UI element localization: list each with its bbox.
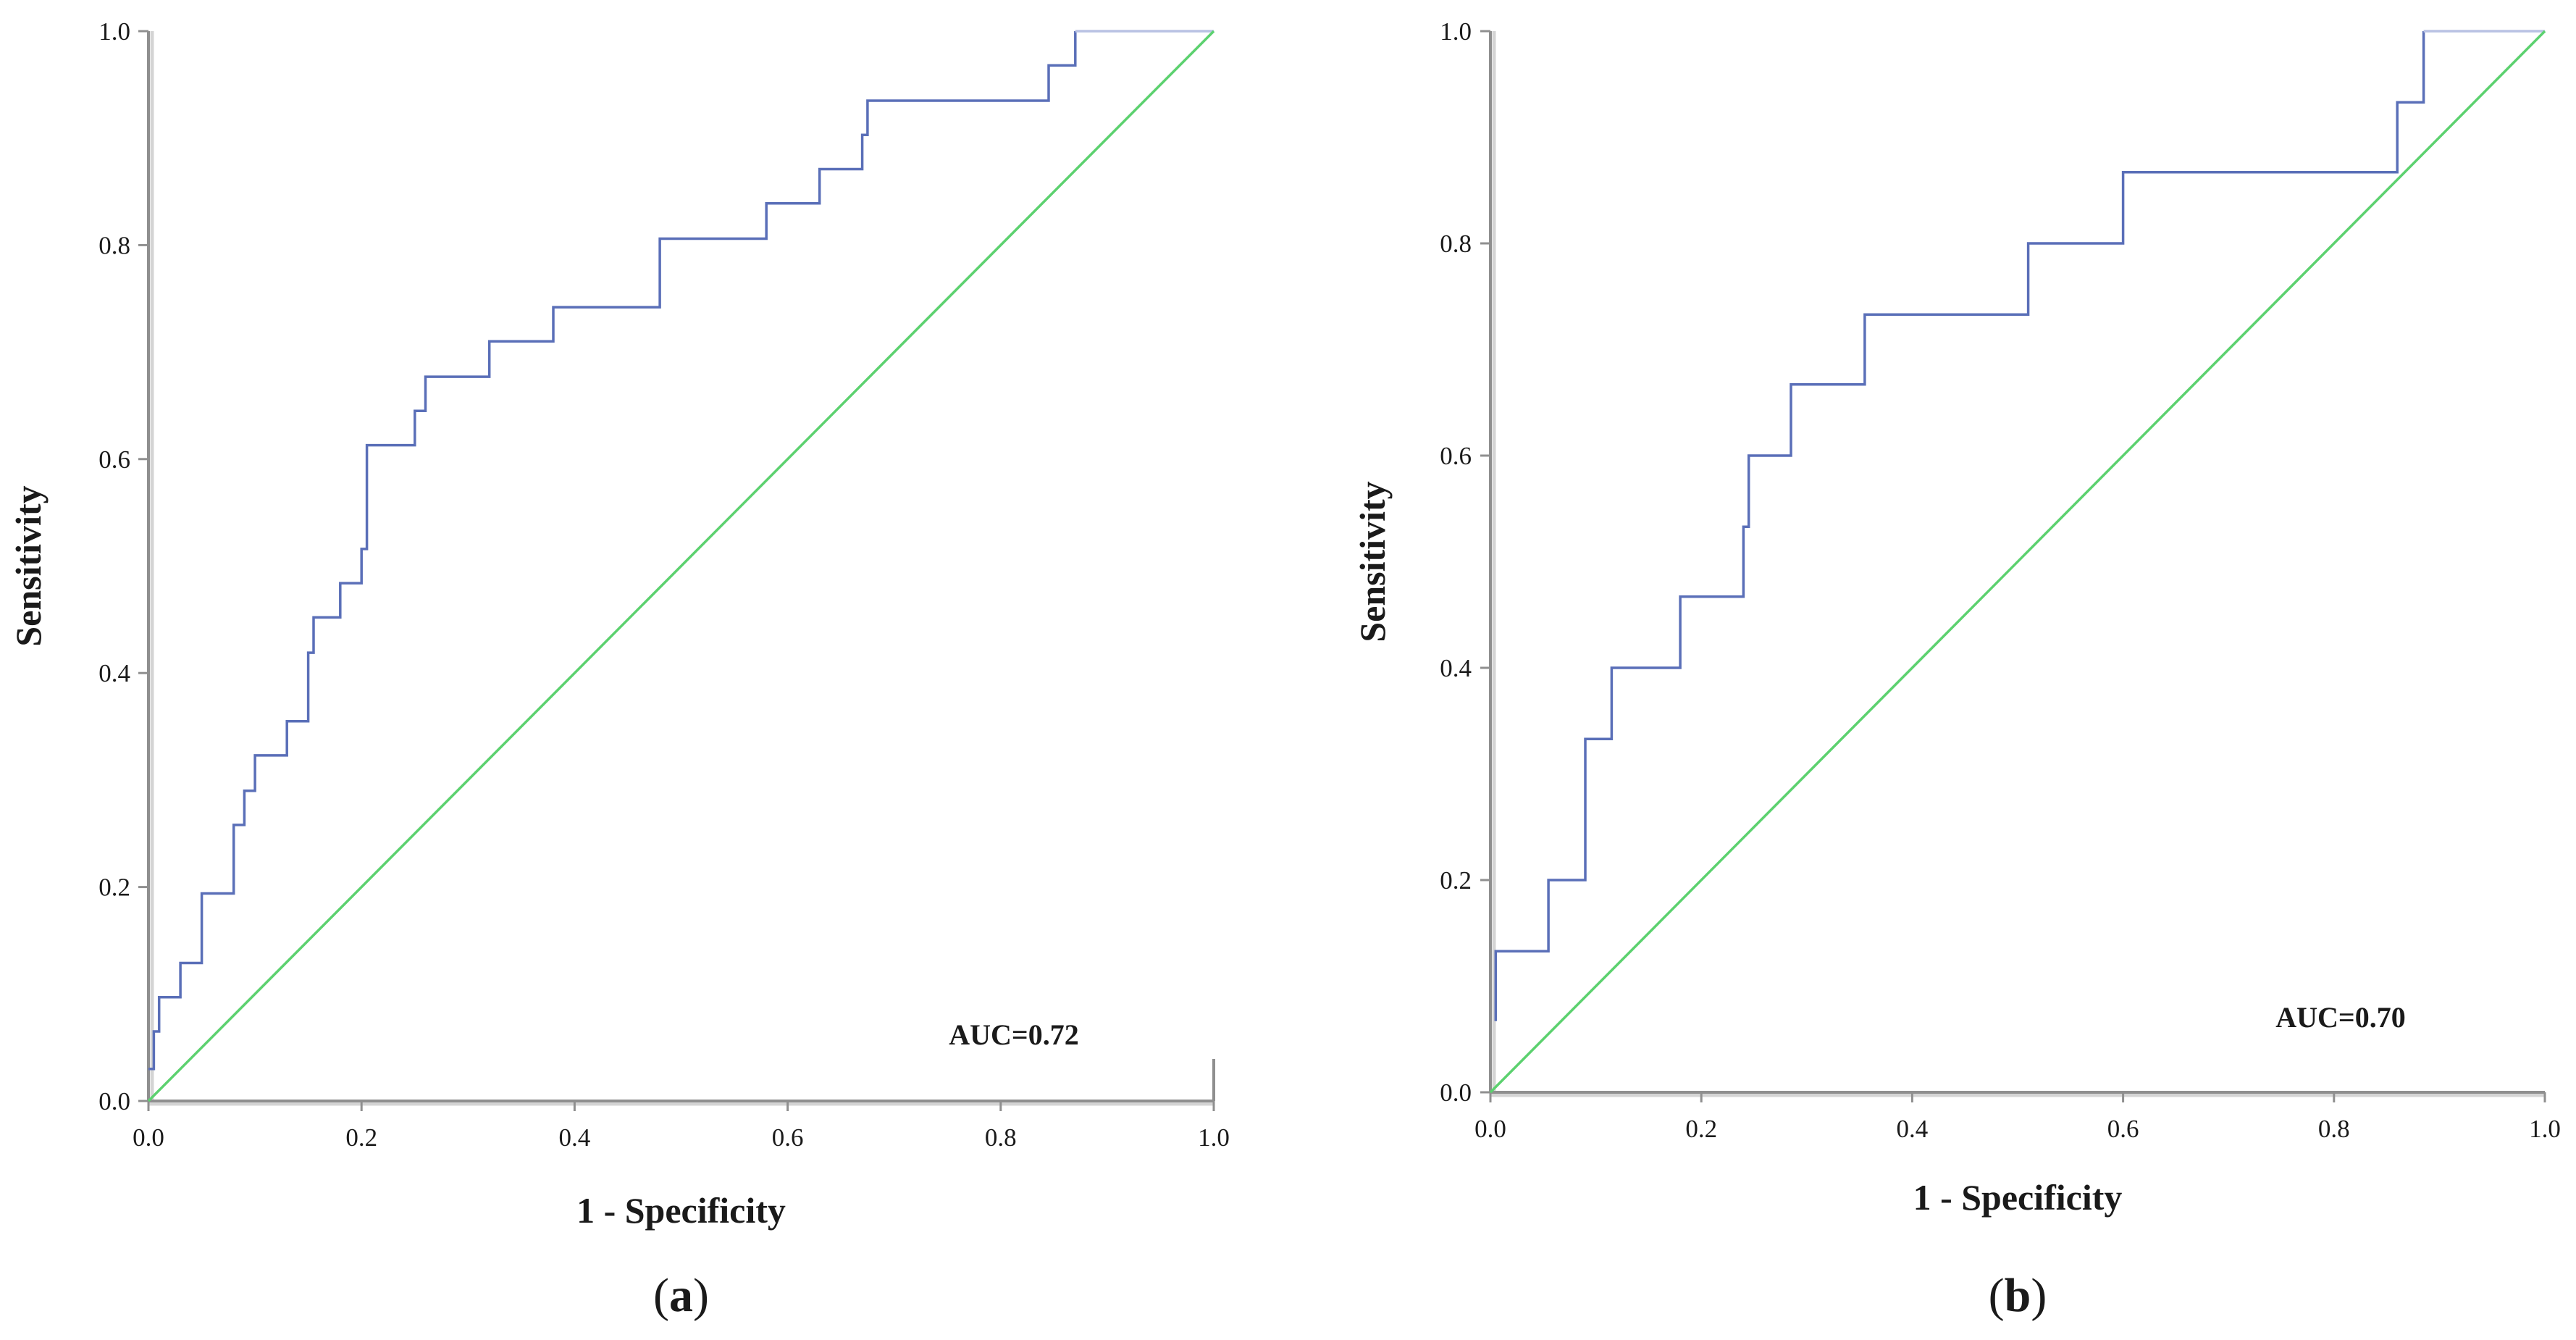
x-axis-title: 1 - Specificity [1913,1177,2123,1218]
y-tick-label: 0.2 [1440,866,1472,895]
series-roc-line [148,31,1077,1071]
x-tick-label: 0.8 [2318,1115,2350,1143]
y-tick-label: 0.0 [1440,1079,1472,1107]
series-roc-line [1494,31,2425,1021]
roc-panel-a: 0.0 0.2 0.4 0.6 0.8 1.0 0.0 0.2 0.4 0.6 0.8 1.0 1 - … [8,17,1230,1322]
x-tick-label: 0.6 [772,1123,804,1152]
series-reference-line [1489,30,2546,1094]
y-tick-label: 0.8 [98,231,130,259]
panel-label: (a) [653,1269,709,1322]
x-tick-label: 0.8 [985,1123,1017,1152]
y-tick-label: 0.8 [1440,230,1472,258]
y-tick-label: 1.0 [1440,17,1472,46]
y-tick-label: 0.2 [98,874,130,902]
y-tick-label: 1.0 [98,17,130,46]
y-tick-label: 0.4 [1440,654,1472,682]
y-tick-label: 0.4 [98,659,130,687]
x-tick-label: 0.4 [559,1123,591,1152]
y-tick-label: 0.6 [98,445,130,474]
panel-label-close-paren: ) [2031,1269,2047,1322]
panel-label: (b) [1989,1269,2047,1322]
x-tick-label: 0.0 [1474,1115,1506,1143]
y-tick-label: 0.6 [1440,442,1472,470]
auc-annotation: AUC=0.70 [2275,1001,2405,1034]
x-tick-label: 0.2 [1685,1115,1717,1143]
panel-label-open-paren: ( [1989,1269,2005,1322]
x-tick-label: 0.0 [133,1123,164,1152]
x-tick-label: 0.4 [1897,1115,1929,1143]
series-reference-line [147,30,1215,1102]
panel-label-close-paren: ) [693,1269,709,1322]
panel-label-letter: a [669,1269,693,1322]
x-tick-label: 1.0 [1198,1123,1230,1152]
panel-label-open-paren: ( [653,1269,669,1322]
y-tick-label: 0.0 [98,1087,130,1115]
y-axis-title: Sensitivity [8,485,49,646]
x-tick-label: 1.0 [2529,1115,2561,1143]
y-axis-title: Sensitivity [1352,481,1393,642]
roc-panel-b: 0.0 0.2 0.4 0.6 0.8 1.0 0.0 0.2 0.4 0.6 0.8 1.0 1 - … [1352,17,2561,1322]
x-axis-title: 1 - Specificity [576,1190,786,1231]
auc-annotation: AUC=0.72 [949,1018,1078,1051]
x-tick-label: 0.2 [345,1123,377,1152]
panel-label-letter: b [2005,1269,2031,1322]
x-tick-label: 0.6 [2107,1115,2139,1143]
